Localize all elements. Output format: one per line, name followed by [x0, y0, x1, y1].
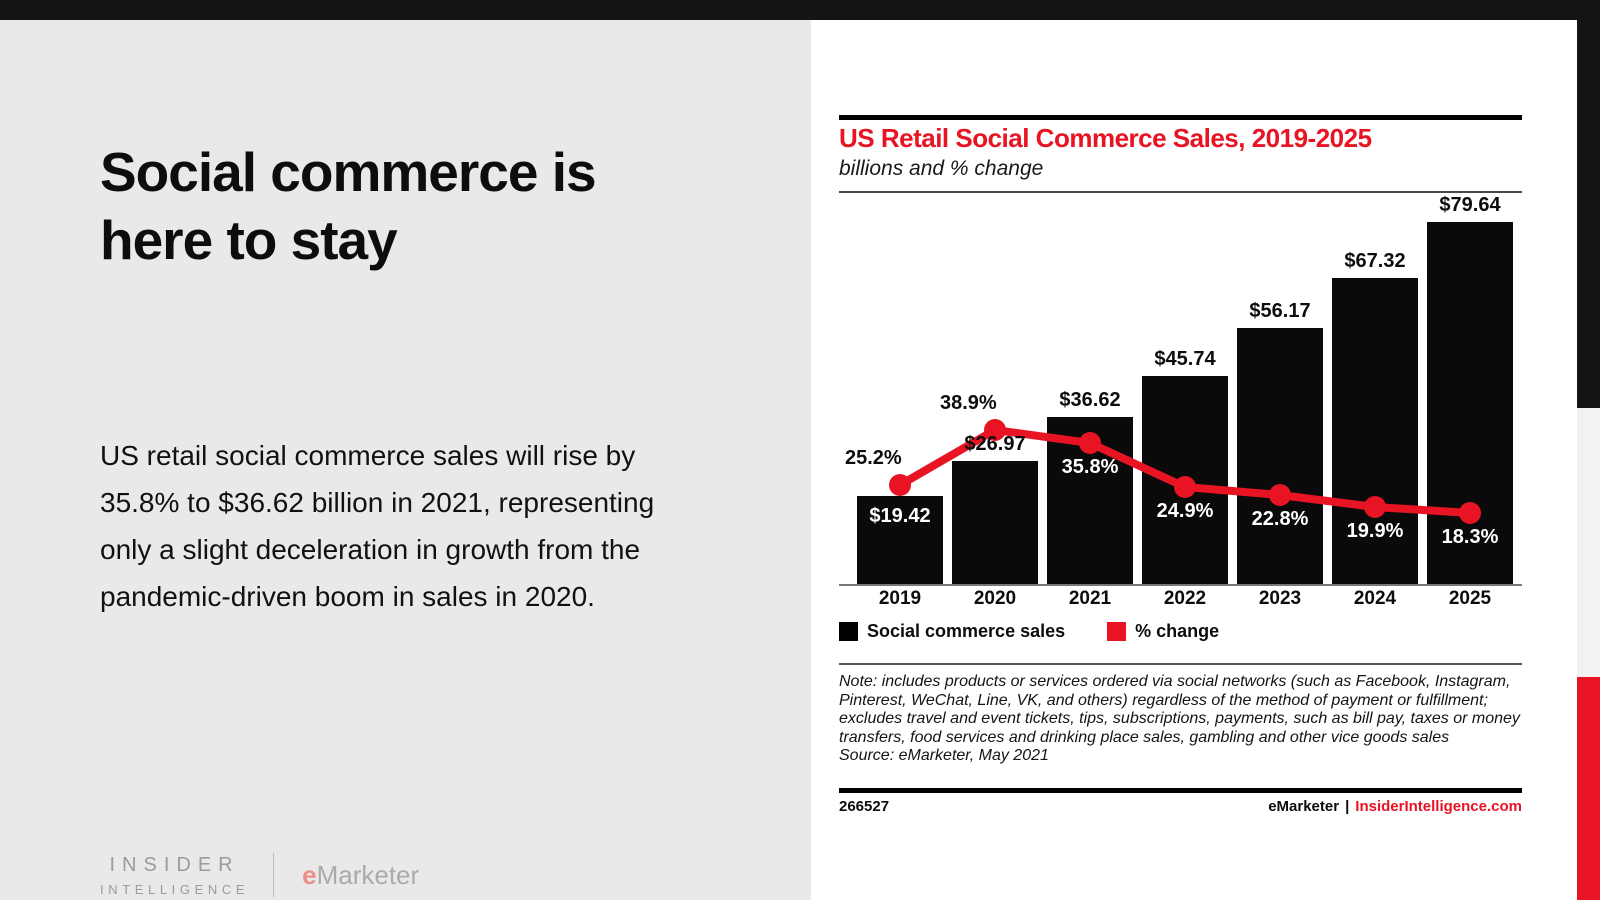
chart-content: US Retail Social Commerce Sales, 2019-20… [839, 20, 1522, 900]
insider-logo-line1: INSIDER [109, 853, 240, 876]
sales-label-2022: $45.74 [1154, 348, 1216, 370]
right-edge-red-strip [1577, 677, 1600, 900]
chart-subtitle: billions and % change [839, 157, 1044, 180]
sales-label-2025: $79.64 [1439, 194, 1501, 216]
sales-label-2023: $56.17 [1249, 300, 1311, 322]
pct-change-point-2020 [984, 419, 1006, 441]
year-label-2022: 2022 [1163, 588, 1207, 609]
year-label-2023: 2023 [1258, 588, 1302, 609]
chart-id: 266527 [839, 798, 890, 815]
pct-change-point-2019 [889, 474, 911, 496]
bar-2019 [857, 496, 943, 584]
pct-change-point-2023 [1269, 484, 1291, 506]
legend-label-sales: Social commerce sales [867, 621, 1066, 641]
legend-item-sales: Social commerce sales [839, 621, 1065, 642]
pct-label-2023: 22.8% [1251, 508, 1309, 530]
right-edge-gray-strip [1577, 408, 1600, 677]
emarketer-logo-e: e [302, 859, 317, 890]
chart-panel: US Retail Social Commerce Sales, 2019-20… [811, 20, 1577, 900]
chart-note-text: Note: includes products or services orde… [839, 673, 1520, 746]
legend-bottom-rule [839, 663, 1522, 665]
pct-label-2022: 24.9% [1156, 500, 1214, 522]
insider-intelligence-logo: INSIDER INTELLIGENCE [100, 854, 249, 897]
slide-text-panel: Social commerce is here to stay US retai… [0, 20, 811, 900]
footer-separator: | [1345, 798, 1350, 815]
insider-logo-line2: INTELLIGENCE [100, 881, 250, 897]
pct-change-point-2022 [1174, 476, 1196, 498]
sales-label-2024: $67.32 [1344, 250, 1406, 272]
year-label-2024: 2024 [1353, 588, 1397, 609]
pct-label-2019: 25.2% [845, 447, 902, 469]
chart-footer-brand-group: eMarketer | InsiderIntelligence.com [1268, 798, 1522, 815]
pct-label-2024: 19.9% [1346, 520, 1404, 542]
bar-2024 [1332, 278, 1418, 584]
pct-change-point-2024 [1364, 496, 1386, 518]
legend-swatch-sales [839, 622, 858, 641]
year-label-2020: 2020 [973, 588, 1017, 609]
bar-2023 [1237, 328, 1323, 584]
pct-label-2025: 18.3% [1441, 526, 1499, 548]
sales-label-2021: $36.62 [1059, 389, 1121, 411]
chart-top-rule [839, 115, 1522, 120]
chart-footer: 266527 eMarketer | InsiderIntelligence.com [839, 798, 1522, 815]
bar-2020 [952, 461, 1038, 584]
chart-legend: Social commerce sales % change [839, 621, 1261, 642]
pct-change-point-2021 [1079, 432, 1101, 454]
chart-subtitle-rule [839, 191, 1522, 193]
chart-note: Note: includes products or services orde… [839, 673, 1522, 766]
legend-item-pct-change: % change [1107, 621, 1219, 642]
emarketer-logo-rest: Marketer [316, 859, 420, 890]
chart-title: US Retail Social Commerce Sales, 2019-20… [839, 123, 1372, 153]
chart-source: Source: eMarketer, May 2021 [839, 747, 1049, 765]
year-label-2021: 2021 [1068, 588, 1112, 609]
pct-change-point-2025 [1459, 502, 1481, 524]
x-axis-labels: 2019 2020 2021 2022 2023 2024 2025 [839, 588, 1522, 612]
legend-swatch-pct-change [1107, 622, 1127, 641]
top-black-bar [0, 0, 1600, 20]
sales-label-2019: $19.42 [869, 505, 931, 527]
pct-change-line-layer [889, 419, 1481, 524]
slide-body-text: US retail social commerce sales will ris… [100, 440, 655, 612]
sales-label-2020: $26.97 [964, 433, 1026, 455]
footer-brand: eMarketer [1268, 798, 1340, 815]
slide-title: Social commerce is here to stay [100, 141, 597, 271]
plot-area: $19.42 25.2% $26.97 38.9% $36.62 35.8% $45.74 2… [839, 194, 1522, 586]
emarketer-logo: eMarketer [302, 860, 419, 891]
logo-divider [273, 853, 275, 897]
footer-top-rule [839, 788, 1522, 793]
brand-logo-row: INSIDER INTELLIGENCE eMarketer [100, 853, 419, 897]
year-label-2025: 2025 [1448, 588, 1492, 609]
year-label-2019: 2019 [878, 588, 922, 609]
right-edge-black-strip [1577, 20, 1600, 408]
legend-label-pct-change: % change [1135, 621, 1220, 641]
pct-label-2020: 38.9% [940, 392, 997, 414]
footer-site-link: InsiderIntelligence.com [1355, 798, 1522, 815]
pct-label-2021: 35.8% [1061, 456, 1119, 478]
